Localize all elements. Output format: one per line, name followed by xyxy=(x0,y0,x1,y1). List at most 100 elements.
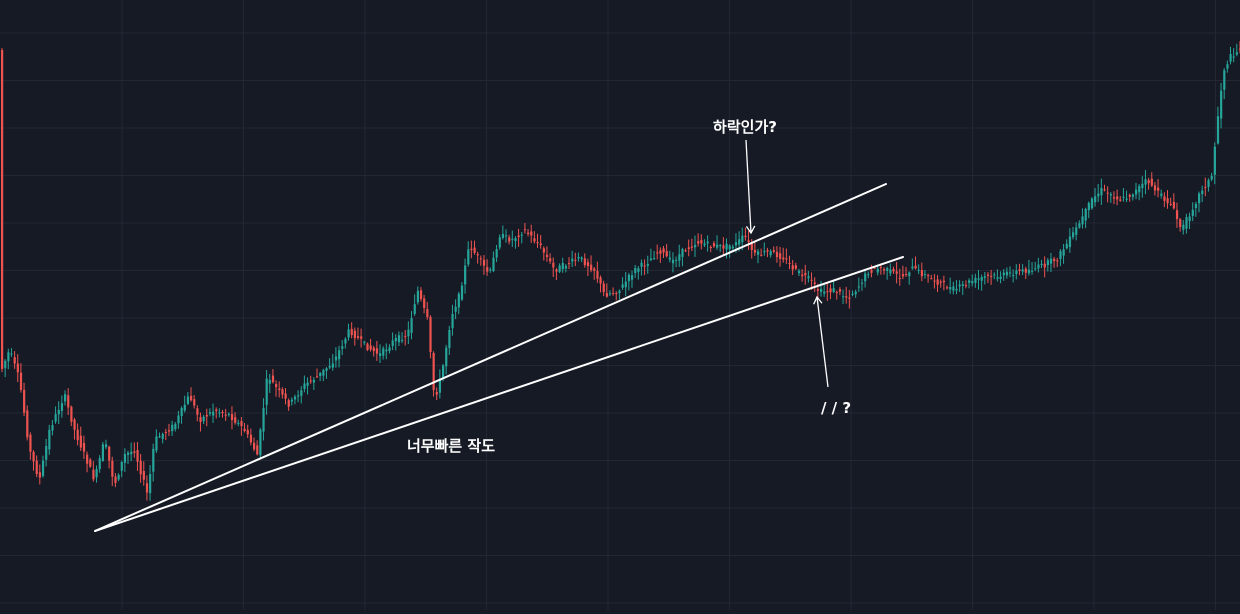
candle-body xyxy=(1198,193,1201,204)
candle-body xyxy=(1194,203,1198,209)
candle-body xyxy=(41,460,45,476)
candle-body xyxy=(687,247,690,249)
candle-body xyxy=(451,313,454,329)
candle-body xyxy=(889,269,892,274)
candle-body xyxy=(322,370,325,376)
candle xyxy=(1009,266,1012,278)
candle xyxy=(1024,266,1027,280)
candle xyxy=(309,375,312,384)
candle xyxy=(656,244,659,260)
candle xyxy=(1216,106,1220,145)
candle xyxy=(807,271,810,283)
candle xyxy=(448,325,451,355)
candle-body xyxy=(602,283,605,293)
candle xyxy=(268,373,271,393)
arrow-head xyxy=(813,295,823,305)
candle xyxy=(375,341,379,361)
candle xyxy=(602,280,605,297)
trendline-upper[interactable] xyxy=(94,183,887,532)
candle-body xyxy=(920,270,923,277)
arrow-drop[interactable] xyxy=(745,139,756,235)
candle-body xyxy=(867,274,870,276)
arrow-hmm[interactable] xyxy=(813,295,829,388)
candle xyxy=(23,382,26,417)
candle-body xyxy=(410,318,413,333)
candle xyxy=(171,420,174,436)
candle-body xyxy=(917,269,920,271)
candle-body xyxy=(180,407,183,417)
candle xyxy=(180,406,183,424)
candle xyxy=(895,261,898,284)
candle-body xyxy=(712,243,716,247)
candle xyxy=(533,231,536,244)
candle xyxy=(936,275,939,293)
candle-body xyxy=(325,368,328,371)
candle xyxy=(328,358,331,370)
candle xyxy=(1141,176,1144,198)
candle xyxy=(133,442,136,458)
candle-body xyxy=(227,414,230,416)
annotation-too-fast[interactable]: 너무빠른 작도 xyxy=(407,437,495,455)
candle-body xyxy=(637,268,640,272)
candle xyxy=(89,457,92,468)
candle-body xyxy=(886,268,889,271)
candle-body xyxy=(772,250,775,252)
candle xyxy=(892,266,895,275)
arrows[interactable] xyxy=(745,139,829,388)
candle xyxy=(193,395,196,409)
candle xyxy=(848,289,851,309)
candle xyxy=(706,235,709,252)
candle-body xyxy=(549,258,552,262)
candle xyxy=(19,363,23,393)
candle xyxy=(486,259,489,276)
candle-body xyxy=(407,329,410,337)
candle-body xyxy=(4,360,7,369)
candle-body xyxy=(379,353,382,356)
annotation-hmm[interactable]: / / ? xyxy=(821,399,851,417)
candle xyxy=(618,289,621,300)
candle-body xyxy=(952,286,955,291)
annotations[interactable]: 하락인가? 너무빠른 작도 / / ? xyxy=(407,118,851,455)
candle xyxy=(1150,172,1153,188)
candle xyxy=(942,275,946,291)
candle-body xyxy=(782,257,785,260)
candle xyxy=(1116,189,1119,206)
candle-body xyxy=(445,347,448,367)
candle-body xyxy=(1157,187,1160,191)
annotation-drop-question[interactable]: 하락인가? xyxy=(713,118,777,136)
candle xyxy=(101,441,104,462)
candle xyxy=(1027,259,1031,276)
candle-body xyxy=(438,378,442,393)
candle-body xyxy=(993,274,996,276)
candle xyxy=(287,398,290,411)
candle xyxy=(64,390,67,406)
candle xyxy=(599,275,602,293)
candle-body xyxy=(694,244,697,248)
candle xyxy=(983,272,986,285)
candle xyxy=(646,255,649,274)
candle xyxy=(901,265,905,280)
trendlines[interactable] xyxy=(94,183,904,532)
candle xyxy=(196,405,199,422)
candle-body xyxy=(104,444,108,448)
candle xyxy=(492,251,495,273)
candle-body xyxy=(820,288,823,292)
candle xyxy=(804,264,807,285)
candle xyxy=(684,248,687,252)
candle xyxy=(955,280,958,295)
candle xyxy=(202,414,205,425)
candle-body xyxy=(873,267,876,269)
candle-body xyxy=(127,452,130,455)
candle xyxy=(303,375,306,393)
candle xyxy=(665,243,668,258)
candle-body xyxy=(744,235,747,238)
candle-body xyxy=(1223,70,1226,90)
candle xyxy=(325,367,328,379)
candle-body xyxy=(1002,272,1005,276)
trendline-lower[interactable] xyxy=(94,256,904,532)
candle-body xyxy=(709,246,712,248)
candle xyxy=(536,233,539,248)
candle-body xyxy=(152,448,155,472)
